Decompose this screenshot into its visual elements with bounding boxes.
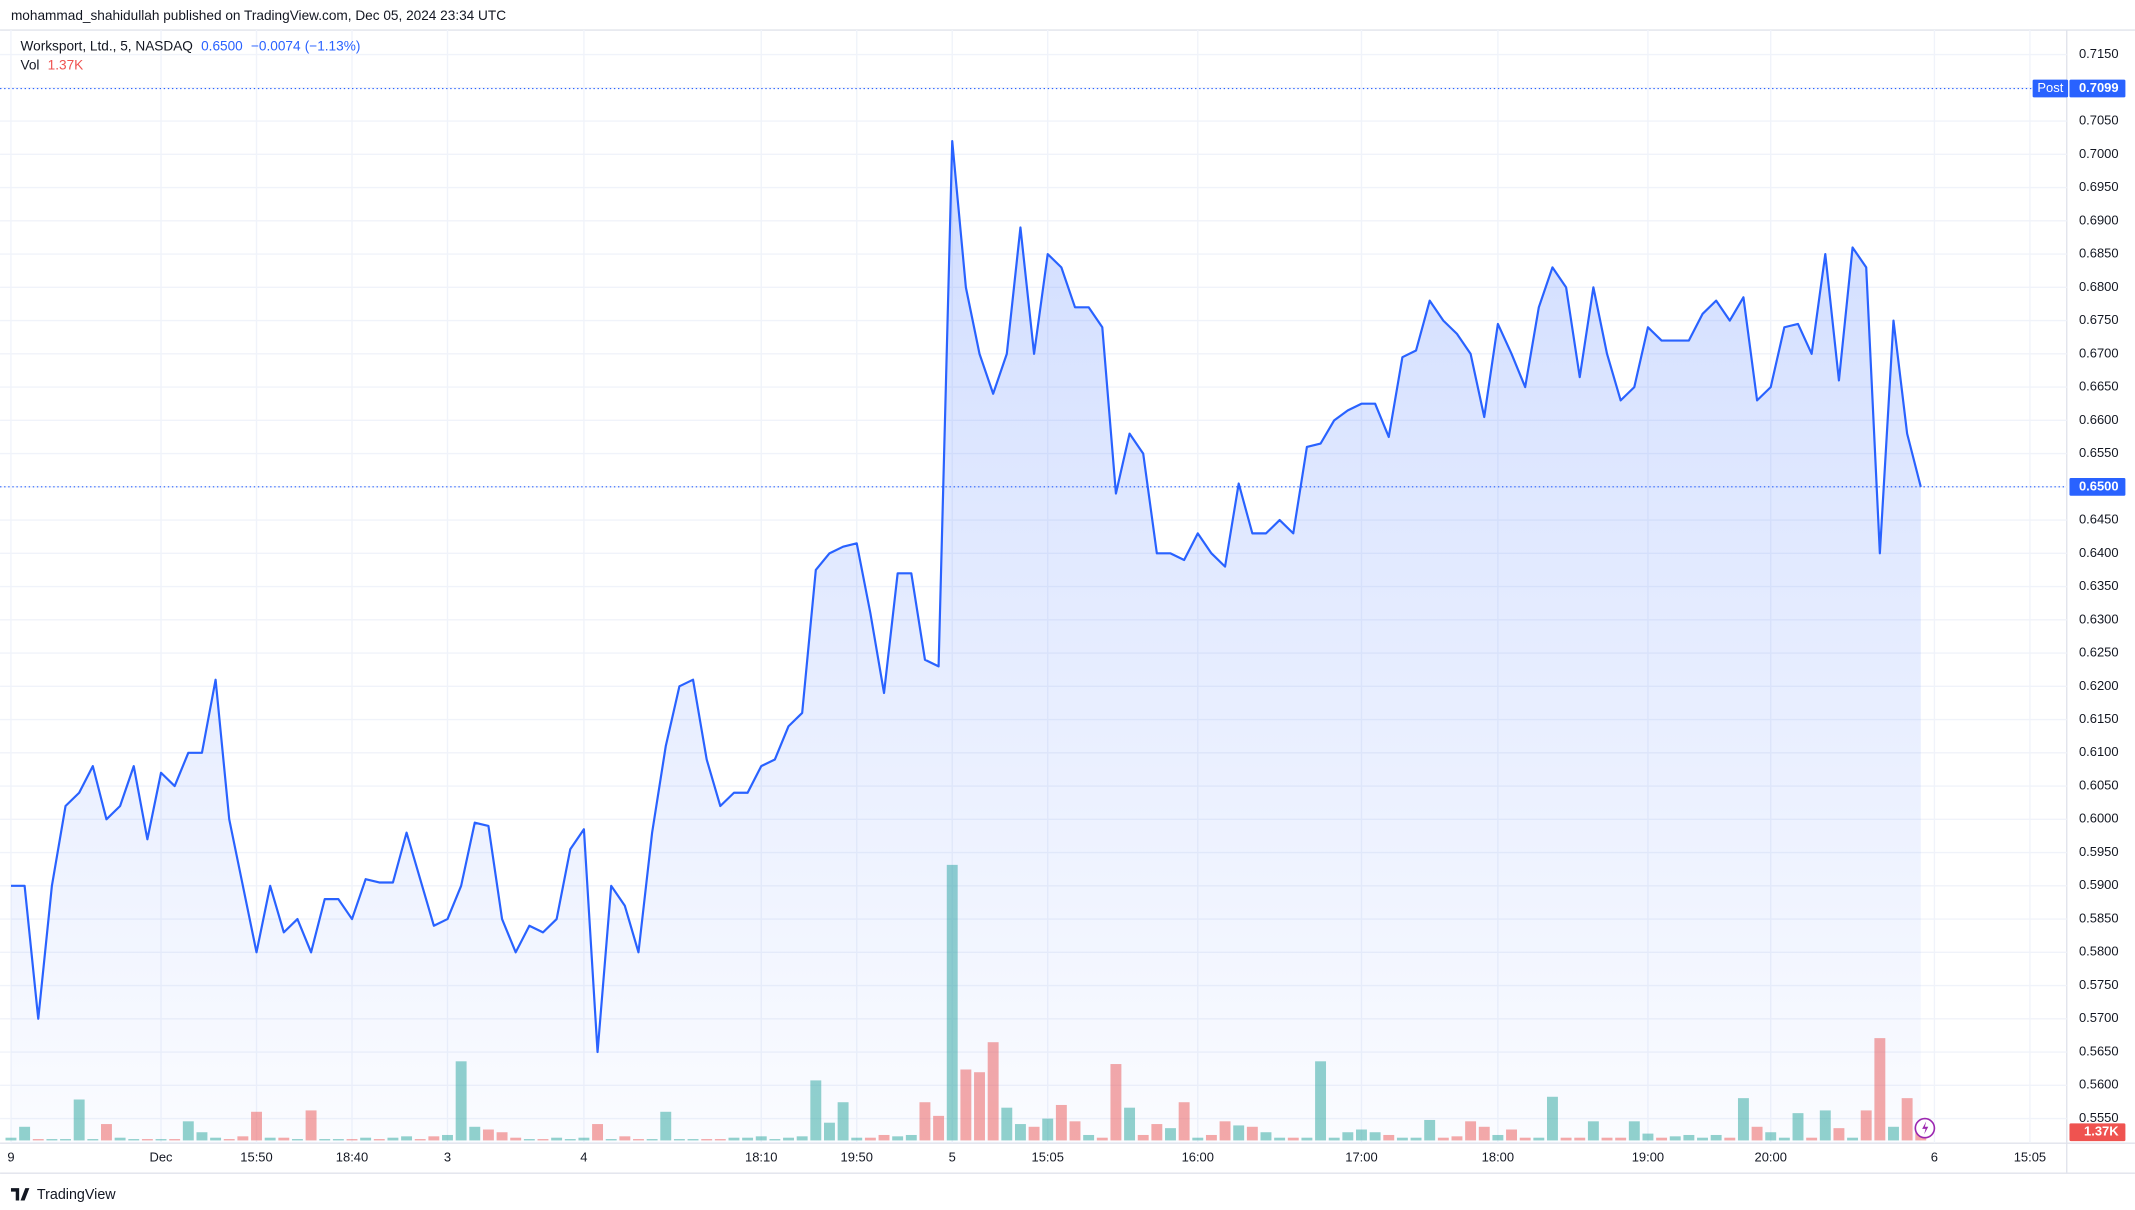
- volume-legend: Vol 1.37K: [21, 57, 84, 72]
- last-price-badge: [2069, 477, 2126, 496]
- symbol-title: Worksport, Ltd., 5, NASDAQ: [21, 38, 193, 53]
- x-tick-label: 18:10: [745, 1150, 777, 1165]
- y-tick-label: 0.6200: [2079, 678, 2119, 693]
- series-layer: [0, 87, 2067, 1144]
- brand-logo: TradingView: [10, 1187, 116, 1203]
- y-tick-label: 0.6650: [2079, 379, 2119, 394]
- x-tick-label: 19:50: [841, 1150, 873, 1165]
- post-name-badge: [2032, 79, 2069, 98]
- y-tick-label: 0.6000: [2079, 811, 2119, 826]
- x-tick-label: 17:00: [1345, 1150, 1377, 1165]
- y-tick-label: 0.6150: [2079, 711, 2119, 726]
- change-percent: (−1.13%): [305, 38, 361, 53]
- y-tick-label: 0.6050: [2079, 777, 2119, 792]
- y-tick-label: 0.5650: [2079, 1043, 2119, 1058]
- x-tick-label: 19:00: [1632, 1150, 1664, 1165]
- x-tick-label: 3: [444, 1150, 451, 1165]
- y-tick-label: 0.5700: [2079, 1010, 2119, 1025]
- y-tick-label: 0.6700: [2079, 345, 2119, 360]
- x-tick-label: 18:40: [336, 1150, 368, 1165]
- x-tick-label: 15:50: [240, 1150, 272, 1165]
- volume-last: 1.37K: [48, 57, 84, 72]
- post-price: 0.7099: [2079, 80, 2119, 95]
- y-tick-label: 0.6600: [2079, 412, 2119, 427]
- y-tick-label: 0.6400: [2079, 545, 2119, 560]
- x-tick-label: 20:00: [1755, 1150, 1787, 1165]
- logo-mark: [10, 1188, 30, 1201]
- post-price-badge: [2069, 79, 2126, 98]
- y-tick-label: 0.6450: [2079, 512, 2119, 527]
- last-price: 0.6500: [201, 38, 243, 53]
- y-tick-label: 0.6750: [2079, 312, 2119, 327]
- x-tick-label: 15:05: [1032, 1150, 1064, 1165]
- brand-name: TradingView: [37, 1187, 116, 1203]
- volume-badge: [2069, 1123, 2126, 1142]
- y-tick-label: 0.6300: [2079, 611, 2119, 626]
- legend-line: Worksport, Ltd., 5, NASDAQ 0.6500 −0.0074 (…: [21, 38, 361, 53]
- volume-axis-label: 1.37K: [2084, 1124, 2119, 1139]
- y-tick-label: 0.6350: [2079, 578, 2119, 593]
- x-tick-label: Dec: [150, 1150, 174, 1165]
- y-tick-label: 0.6550: [2079, 445, 2119, 460]
- y-tick-label: 0.6900: [2079, 212, 2119, 227]
- x-tick-label: 18:00: [1482, 1150, 1514, 1165]
- x-tick-label: 15:05: [2014, 1150, 2046, 1165]
- y-tick-label: 0.6800: [2079, 279, 2119, 294]
- axes-layer: 0.5550 0.5600 0.5650 0.5700 0.5750 0.5800 0.58…: [7, 46, 2126, 1165]
- x-tick-label: 16:00: [1182, 1150, 1214, 1165]
- publisher-header: mohammad_shahidullah published on Tradin…: [11, 8, 506, 23]
- y-tick-label: 0.5900: [2079, 877, 2119, 892]
- price-line: [10, 139, 1922, 1054]
- y-tick-label: 0.7000: [2079, 146, 2119, 161]
- x-tick-label: 4: [580, 1150, 587, 1165]
- alert-icon: [1914, 1117, 1936, 1139]
- y-tick-label: 0.6950: [2079, 179, 2119, 194]
- y-tick-label: 0.7150: [2079, 46, 2119, 61]
- y-tick-label: 0.5600: [2079, 1077, 2119, 1092]
- price-area: [10, 141, 1921, 1144]
- y-tick-label: 0.5750: [2079, 977, 2119, 992]
- y-tick-label: 0.7050: [2079, 113, 2119, 128]
- y-tick-label: 0.5850: [2079, 910, 2119, 925]
- post-name: Post: [2037, 80, 2063, 95]
- alert-bolt: [1922, 1121, 1929, 1135]
- last-price-axis-label: 0.6500: [2079, 478, 2119, 493]
- y-tick-label: 0.5550: [2079, 1110, 2119, 1125]
- y-tick-label: 0.6100: [2079, 744, 2119, 759]
- y-tick-label: 0.5800: [2079, 944, 2119, 959]
- x-tick-label: 6: [1931, 1150, 1938, 1165]
- x-tick-label: 9: [7, 1150, 14, 1165]
- y-tick-label: 0.6850: [2079, 246, 2119, 261]
- change: −0.0074: [251, 38, 301, 53]
- volume-name: Vol: [21, 57, 40, 72]
- y-tick-label: 0.6250: [2079, 645, 2119, 660]
- x-tick-label: 5: [949, 1150, 956, 1165]
- y-tick-label: 0.5950: [2079, 844, 2119, 859]
